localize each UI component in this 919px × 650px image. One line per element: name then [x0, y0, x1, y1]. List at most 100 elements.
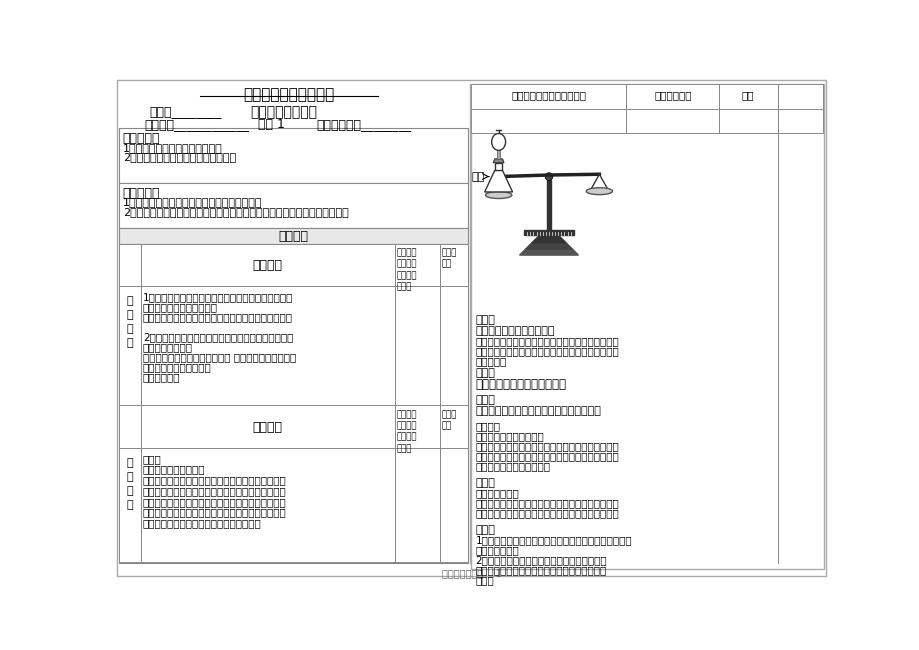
Bar — [439, 286, 467, 405]
Text: 学生部分: 学生部分 — [253, 421, 282, 434]
Bar — [719, 109, 777, 133]
Bar — [394, 286, 439, 405]
Text: 归纳：: 归纳： — [475, 367, 494, 378]
Text: 课: 课 — [126, 458, 133, 468]
Text: 现象: 现象 — [741, 90, 754, 100]
Bar — [141, 286, 394, 405]
Text: 如将一块铁变成铁丝、铁粉、铁水，它的质量都不变。: 如将一块铁变成铁丝、铁粉、铁水，它的质量都不变。 — [142, 312, 292, 322]
Text: 的各物质的质量总和。这个规律叫做质量守恒定律。: 的各物质的质量总和。这个规律叫做质量守恒定律。 — [475, 508, 618, 519]
Text: 学: 学 — [126, 500, 133, 510]
Text: 思考：: 思考： — [475, 315, 494, 325]
Bar — [626, 109, 719, 133]
Text: 实验：: 实验： — [142, 454, 162, 463]
Text: 2、守恒的是总质量，即参加反应的各反应物的: 2、守恒的是总质量，即参加反应的各反应物的 — [475, 555, 607, 566]
Text: 如木材燃烧完后，只剩下了炭灰 蜡烛燃烧，最后没了；: 如木材燃烧完后，只剩下了炭灰 蜡烛燃烧，最后没了； — [142, 352, 296, 362]
Text: 教师复
备栏: 教师复 备栏 — [441, 410, 456, 430]
Text: 铁生锈，其质量增多了。: 铁生锈，其质量增多了。 — [142, 362, 211, 372]
Bar — [119, 228, 467, 244]
Text: 木炭燃烧生成的二氧化碳气体散逸到空气中，从直观: 木炭燃烧生成的二氧化碳气体散逸到空气中，从直观 — [475, 441, 618, 452]
Text: 变，会怎样变化？: 变，会怎样变化？ — [142, 342, 193, 352]
Polygon shape — [546, 179, 550, 231]
Polygon shape — [496, 150, 500, 159]
Polygon shape — [531, 237, 565, 243]
Text: 教师复
备栏: 教师复 备栏 — [441, 248, 456, 268]
Text: 教师部分
（学法指
导及方法
归纳）: 教师部分 （学法指 导及方法 归纳） — [396, 248, 416, 291]
Text: 主备人________: 主备人________ — [150, 105, 222, 118]
Text: 授课时间____________: 授课时间____________ — [144, 118, 249, 131]
Bar — [777, 84, 822, 109]
Text: 课: 课 — [126, 296, 133, 306]
Bar — [119, 286, 141, 405]
Text: 课时 1: 课时 1 — [258, 118, 285, 131]
Text: 气球为什么开始先鼓后瘪？: 气球为什么开始先鼓后瘪？ — [475, 326, 554, 336]
Bar — [119, 128, 467, 183]
Text: 注意：: 注意： — [475, 525, 494, 534]
Bar — [141, 448, 394, 562]
Text: 1、能说出质量守恒定律的内容；: 1、能说出质量守恒定律的内容； — [122, 143, 222, 153]
Bar — [141, 405, 394, 448]
Text: 木炭燃烧后只剩余炭灰，是质量不守恒吗？: 木炭燃烧后只剩余炭灰，是质量不守恒吗？ — [475, 406, 601, 416]
Ellipse shape — [485, 192, 511, 198]
Text: 课题质量守恒定律: 课题质量守恒定律 — [250, 105, 317, 119]
Text: （燃烧时瓶内气体受热膨胀，冷却后五氧化二磷固体: （燃烧时瓶内气体受热膨胀，冷却后五氧化二磷固体 — [475, 336, 618, 346]
Text: 量守恒定律）；: 量守恒定律）； — [475, 545, 518, 555]
Text: 中: 中 — [126, 472, 133, 482]
Bar — [394, 405, 439, 448]
Bar — [626, 84, 719, 109]
Text: 初中化学导学案    1: 初中化学导学案 1 — [441, 567, 501, 578]
Text: 再去称量总质量，将所得数据填入下表中。: 再去称量总质量，将所得数据填入下表中。 — [142, 519, 261, 528]
Text: 1、只有化学变化才遵守质量守恒定律（物理变化不用质: 1、只有化学变化才遵守质量守恒定律（物理变化不用质 — [475, 536, 631, 545]
Text: 反应前总质量＝反应后总质量: 反应前总质量＝反应后总质量 — [475, 378, 566, 391]
Text: 参加化学反应的各物质的质量总和，等于反应后生成: 参加化学反应的各物质的质量总和，等于反应后生成 — [475, 499, 618, 508]
Polygon shape — [494, 162, 502, 170]
Bar — [439, 405, 467, 448]
Text: 讨论：: 讨论： — [475, 395, 494, 405]
Text: 前: 前 — [126, 310, 133, 320]
Text: 1、重点：通过实验学习、认识质量守恒定律。: 1、重点：通过实验学习、认识质量守恒定律。 — [122, 198, 262, 207]
Text: 白磷的总质量；然后点燃白磷，观察现象，等冷却后: 白磷的总质量；然后点燃白磷，观察现象，等冷却后 — [142, 508, 287, 517]
Text: 九年级化学学科导学案: 九年级化学学科导学案 — [244, 87, 335, 102]
Bar — [777, 109, 822, 133]
Bar — [439, 448, 467, 562]
Bar — [119, 448, 141, 562]
Ellipse shape — [491, 133, 505, 150]
Text: 气球瘪了）: 气球瘪了） — [475, 356, 506, 366]
Bar — [719, 84, 777, 109]
Text: 导: 导 — [126, 486, 133, 496]
Text: 从木炭燃烧的产物思考；: 从木炭燃烧的产物思考； — [475, 432, 543, 441]
Text: 归纳：: 归纳： — [475, 478, 494, 488]
Text: 重、难点：: 重、难点： — [122, 187, 160, 200]
Bar — [119, 244, 467, 563]
Text: 白磷燃烧前后质量关系: 白磷燃烧前后质量关系 — [142, 465, 205, 474]
Text: 1、当一种物质不发生化学变化时，无论它以哪种状态: 1、当一种物质不发生化学变化时，无论它以哪种状态 — [142, 292, 293, 302]
Bar — [394, 244, 439, 286]
Polygon shape — [524, 231, 573, 235]
Bar — [119, 183, 467, 228]
Text: 管，套上一个气球并将其插入单孔橡皮塞中，并把橡: 管，套上一个气球并将其插入单孔橡皮塞中，并把橡 — [142, 486, 287, 496]
Polygon shape — [519, 249, 578, 255]
Text: 总质量和生成物的总质量；如沉淀、气体等都应: 总质量和生成物的总质量；如沉淀、气体等都应 — [475, 566, 606, 575]
Bar — [439, 244, 467, 286]
Text: 检: 检 — [126, 324, 133, 334]
Text: 学生部分: 学生部分 — [253, 259, 282, 272]
Text: 测: 测 — [126, 338, 133, 348]
Bar — [119, 244, 141, 286]
Text: 2、难点：能从微观角度理解质量守恒定律；能用质量守恒解决简单的问题。: 2、难点：能从微观角度理解质量守恒定律；能用质量守恒解决简单的问题。 — [122, 207, 348, 216]
Text: 怎么回事儿？: 怎么回事儿？ — [142, 372, 180, 382]
Circle shape — [545, 173, 552, 181]
Polygon shape — [484, 170, 512, 192]
Bar — [471, 84, 823, 569]
Text: 2、能从微观角度理解质量守恒定律；: 2、能从微观角度理解质量守恒定律； — [122, 152, 235, 162]
Bar — [394, 448, 439, 562]
Text: 反应后总质量: 反应后总质量 — [653, 90, 691, 100]
Bar — [471, 84, 626, 109]
Polygon shape — [493, 159, 504, 162]
Text: 上感觉到质量不守恒；如将产生的二氧化碳收集起来: 上感觉到质量不守恒；如将产生的二氧化碳收集起来 — [475, 452, 618, 461]
Text: 或形式存在，质量都不变。: 或形式存在，质量都不变。 — [142, 302, 218, 312]
Ellipse shape — [585, 188, 612, 194]
Text: 2、当物质发生化学变化时，它的质量会变化吗？如果: 2、当物质发生化学变化时，它的质量会变化吗？如果 — [142, 332, 293, 342]
Text: 质量守恒定律：: 质量守恒定律： — [475, 488, 518, 499]
Text: 小颗粒落于瓶底，瓶内氧气消耗，气体量减少，因此: 小颗粒落于瓶底，瓶内氧气消耗，气体量减少，因此 — [475, 346, 618, 356]
Text: 白磷: 白磷 — [471, 172, 484, 181]
Bar — [471, 109, 626, 133]
